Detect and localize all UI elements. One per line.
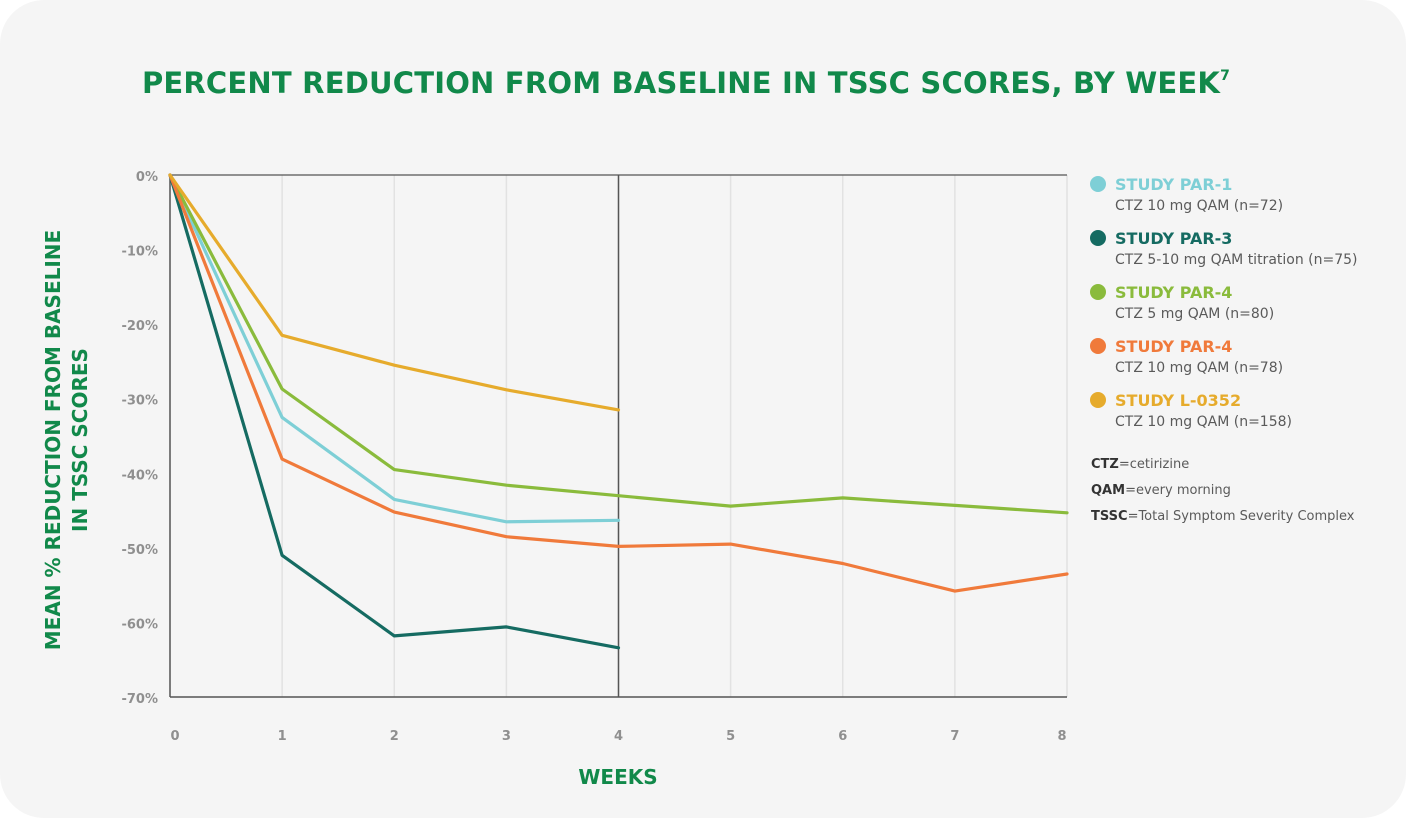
chart-title: PERCENT REDUCTION FROM BASELINE IN TSSC … xyxy=(141,66,1231,100)
legend-marker xyxy=(1090,230,1106,246)
y-tick-label: -30% xyxy=(121,394,158,409)
abbreviation-ctz: CTZ=cetirizine xyxy=(1091,457,1190,472)
y-tick-label: -20% xyxy=(121,319,158,334)
y-tick-label: 0% xyxy=(136,170,158,185)
y-tick-label: -60% xyxy=(121,617,158,632)
title-footnote-marker: 7 xyxy=(1220,68,1231,84)
legend-series-description: CTZ 10 mg QAM (n=72) xyxy=(1115,198,1284,214)
series-line-study-par-3-1 xyxy=(168,173,621,650)
legend-marker xyxy=(1090,392,1106,408)
x-tick-label: 5 xyxy=(726,729,735,744)
series-line-study-l-0352-4 xyxy=(168,173,621,412)
x-tick-label: 6 xyxy=(838,729,847,744)
legend-item-par-3: STUDY PAR-3 CTZ 5-10 mg QAM titration (n… xyxy=(1090,226,1390,270)
x-tick-label: 8 xyxy=(1057,729,1066,744)
legend-series-description: CTZ 10 mg QAM (n=78) xyxy=(1115,360,1284,376)
x-tick-label: 2 xyxy=(390,729,399,744)
series-line-study-par-4-3 xyxy=(168,173,1069,593)
y-tick-label: -10% xyxy=(121,245,158,260)
y-tick-label: -40% xyxy=(121,468,158,483)
legend-series-description: CTZ 5 mg QAM (n=80) xyxy=(1115,306,1275,322)
x-tick-label: 1 xyxy=(278,729,287,744)
legend-series-name: STUDY PAR-4 xyxy=(1115,336,1233,356)
x-tick-label: 3 xyxy=(502,729,511,744)
abbreviation-qam: QAM=every morning xyxy=(1091,483,1231,498)
abbreviation-tssc: TSSC=Total Symptom Severity Complex xyxy=(1091,509,1355,524)
series-line-study-par-1-0 xyxy=(168,173,621,524)
series-line-study-par-4-2 xyxy=(168,173,1069,515)
legend-series-name: STUDY PAR-1 xyxy=(1115,174,1233,194)
legend-item-par-4-10mg: STUDY PAR-4 CTZ 10 mg QAM (n=78) xyxy=(1090,334,1390,378)
legend-item-l-0352: STUDY L-0352 CTZ 10 mg QAM (n=158) xyxy=(1090,388,1390,432)
legend-series-name: STUDY L-0352 xyxy=(1115,390,1242,410)
y-tick-label: -70% xyxy=(121,692,158,707)
legend-series-description: CTZ 5-10 mg QAM titration (n=75) xyxy=(1115,252,1358,268)
legend-marker xyxy=(1090,338,1106,354)
x-tick-label: 7 xyxy=(950,729,959,744)
legend-series-name: STUDY PAR-3 xyxy=(1115,228,1233,248)
legend: STUDY PAR-1 CTZ 10 mg QAM (n=72) STUDY P… xyxy=(1090,172,1390,442)
legend-marker xyxy=(1090,176,1106,192)
legend-item-par-4-5mg: STUDY PAR-4 CTZ 5 mg QAM (n=80) xyxy=(1090,280,1390,324)
legend-series-description: CTZ 10 mg QAM (n=158) xyxy=(1115,414,1292,430)
x-axis-label: WEEKS xyxy=(578,765,658,789)
legend-item-par-1: STUDY PAR-1 CTZ 10 mg QAM (n=72) xyxy=(1090,172,1390,216)
x-tick-label: 0 xyxy=(170,729,179,744)
legend-marker xyxy=(1090,284,1106,300)
legend-series-name: STUDY PAR-4 xyxy=(1115,282,1233,302)
y-tick-label: -50% xyxy=(121,543,158,558)
x-tick-label: 4 xyxy=(614,729,623,744)
